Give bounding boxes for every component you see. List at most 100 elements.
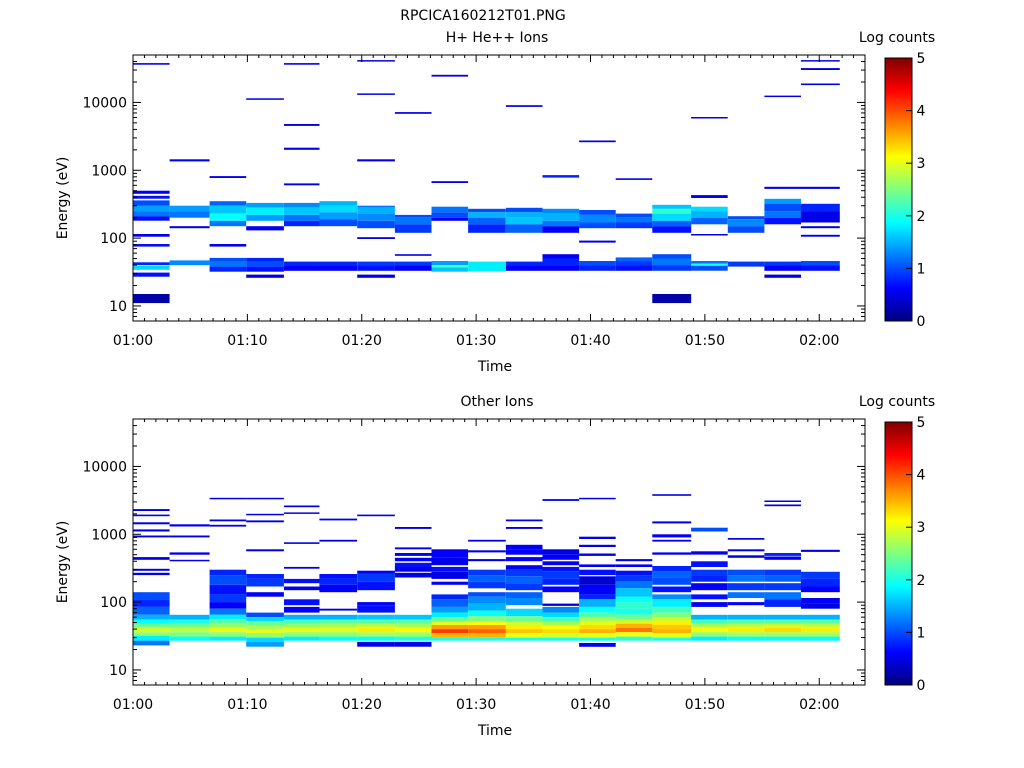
heatmap-cell — [764, 556, 801, 560]
heatmap-cell — [133, 294, 170, 304]
heatmap-cell — [431, 612, 469, 618]
colorbar-tick-label: 5 — [917, 51, 926, 67]
heatmap-cell — [800, 186, 840, 189]
heatmap-cell — [209, 594, 247, 603]
heatmap-cell — [764, 569, 801, 576]
heatmap-cell — [652, 594, 692, 600]
heatmap-cell — [615, 581, 653, 589]
heatmap-cell — [169, 619, 210, 624]
heatmap-cell — [615, 623, 653, 628]
heatmap-cell — [284, 599, 320, 606]
heatmap-cell — [505, 105, 543, 107]
y-tick-label: 10 — [109, 299, 127, 315]
heatmap-cell — [357, 265, 395, 271]
heatmap-cell — [727, 216, 765, 220]
heatmap-cell — [468, 217, 506, 225]
heatmap-cell — [284, 619, 320, 624]
heatmap-cell — [764, 186, 801, 189]
heatmap-cell — [209, 524, 247, 527]
heatmap-cell — [579, 240, 616, 243]
heatmap-cell — [246, 549, 284, 552]
heatmap-cell — [133, 568, 170, 571]
heatmap-cell — [284, 578, 320, 584]
heatmap-cell — [468, 559, 506, 562]
heatmap-cell — [431, 267, 469, 272]
heatmap-cell — [579, 584, 616, 595]
heatmap-cell — [357, 614, 395, 620]
heatmap-cell — [133, 205, 170, 212]
heatmap-cell — [468, 224, 506, 233]
heatmap-cell — [764, 203, 801, 212]
heatmap-cell — [800, 234, 840, 237]
colorbar-tick-label: 1 — [917, 261, 926, 277]
heatmap-cell — [468, 581, 506, 589]
heatmap-cell — [394, 614, 432, 620]
x-tick-label: 01:30 — [456, 333, 496, 349]
heatmap-cell — [505, 576, 543, 584]
heatmap-cell — [691, 561, 728, 567]
heatmap-cell — [615, 570, 653, 576]
heatmap-cell — [394, 632, 432, 637]
heatmap-cell — [133, 509, 170, 511]
heatmap-cell — [169, 627, 210, 633]
heatmap-cell — [394, 553, 432, 556]
heatmap-cell — [246, 520, 284, 523]
heatmap-cell — [764, 627, 801, 633]
heatmap-cell — [652, 586, 692, 593]
heatmap-cell — [727, 569, 765, 576]
panel-other-ions: Other Ions 01:00 01:10 01:20 01:30 01:40 01:5… — [55, 394, 935, 739]
heatmap-cell — [691, 527, 728, 532]
heatmap-cell — [579, 265, 616, 271]
heatmap-cell — [133, 619, 170, 624]
heatmap-cell — [652, 629, 692, 633]
heatmap-cell — [542, 586, 580, 593]
heatmap-cell — [284, 636, 320, 641]
heatmap-cell — [169, 159, 210, 162]
colorbar-tick-label: 3 — [917, 520, 926, 536]
y-axis: 10 100 1000 10000 — [82, 61, 865, 317]
heatmap-cell — [691, 117, 728, 119]
heatmap-cell — [431, 629, 469, 633]
heatmap-cell — [246, 574, 284, 579]
heatmap-cell — [652, 534, 692, 538]
heatmap-cell — [133, 190, 170, 194]
heatmap-cell — [691, 614, 728, 620]
x-axis-label: Time — [477, 359, 512, 375]
heatmap-cell — [505, 569, 543, 577]
heatmap-cell — [284, 505, 320, 508]
heatmap-cell — [615, 608, 653, 615]
heatmap-cell — [691, 602, 728, 607]
heatmap-cell — [209, 632, 247, 637]
heatmap-cell — [615, 636, 653, 641]
colorbar-tick-label: 2 — [917, 573, 926, 589]
heatmap-cell — [209, 584, 247, 595]
heatmap-cell — [652, 208, 692, 214]
heatmap-cell — [319, 265, 358, 271]
heatmap-cell — [169, 260, 210, 266]
heatmap-cell — [319, 623, 358, 628]
heatmap-cell — [468, 569, 506, 576]
heatmap-cell — [133, 63, 170, 65]
heatmap-cell — [579, 637, 616, 641]
x-tick-label: 01:50 — [685, 697, 725, 713]
heatmap-cell — [800, 261, 840, 266]
heatmap-cell — [284, 214, 320, 221]
heatmap-cell — [691, 636, 728, 641]
heatmap-cell — [652, 226, 692, 233]
heatmap-cell — [357, 623, 395, 628]
heatmap-cell — [800, 636, 840, 641]
heatmap-cell — [357, 641, 395, 647]
heatmap-cell — [209, 176, 247, 178]
heatmap-cell — [169, 552, 210, 555]
y-axis-label: Energy (eV) — [55, 521, 71, 604]
heatmap-cell — [246, 497, 284, 500]
heatmap-cell — [579, 140, 616, 143]
plot-frame — [132, 54, 866, 322]
heatmap-cell — [431, 566, 469, 572]
heatmap-cell — [319, 614, 358, 620]
heatmap-cell — [133, 514, 170, 517]
heatmap-cell — [319, 574, 358, 579]
heatmap-cell — [246, 266, 284, 272]
heatmap-cell — [319, 584, 358, 593]
x-tick-label: 01:50 — [685, 333, 725, 349]
